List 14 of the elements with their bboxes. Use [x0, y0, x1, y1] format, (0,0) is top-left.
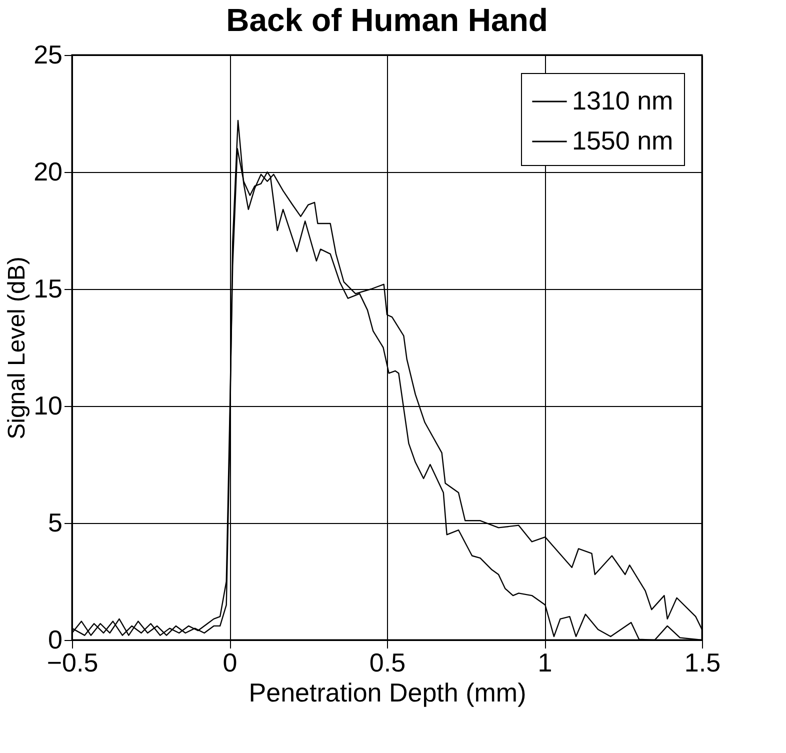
y-tick-label: 25 [34, 40, 62, 70]
y-axis-title: Signal Level (dB) [4, 256, 31, 440]
legend-label: 1310 nm [572, 86, 674, 116]
x-tick-label: 1 [538, 648, 552, 678]
x-tick-label: 0 [222, 648, 238, 678]
legend-label: 1550 nm [572, 126, 674, 156]
y-tick-label: 15 [34, 274, 62, 304]
x-tick-label: 0.5 [369, 648, 406, 678]
y-tick-label: 5 [48, 508, 62, 538]
x-axis-title: Penetration Depth (mm) [248, 678, 526, 708]
y-tick-label: 10 [34, 390, 62, 420]
x-tick-label: 1.5 [684, 648, 721, 678]
y-tick-label: 20 [34, 156, 62, 186]
chart-title: Back of Human Hand [226, 2, 548, 38]
